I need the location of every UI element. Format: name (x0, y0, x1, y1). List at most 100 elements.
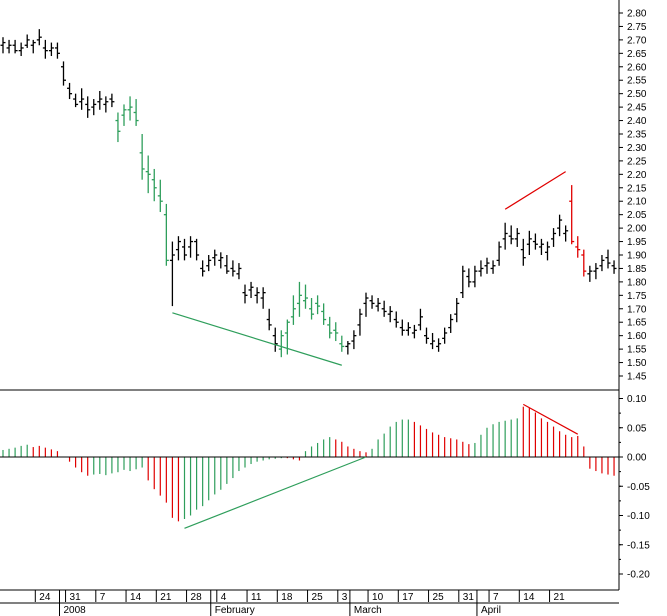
ohlc-bar (593, 263, 599, 280)
ohlc-bar (587, 265, 593, 282)
ohlc-bar (327, 316, 333, 339)
price-y-tick-label: 2.15 (627, 183, 647, 194)
price-y-tick-label: 2.80 (627, 9, 647, 20)
ohlc-bar (109, 93, 115, 108)
x-day-label: 25 (312, 592, 324, 603)
x-day-label: 25 (433, 592, 445, 603)
ohlc-bar (91, 99, 97, 116)
x-day-label: 4 (221, 592, 227, 603)
ohlc-bar (448, 314, 454, 333)
ohlc-bar (30, 39, 36, 54)
ohlc-bar (182, 238, 187, 261)
x-day-label: 7 (100, 592, 106, 603)
osc-y-tick-label: 0.05 (627, 423, 647, 434)
price-y-tick-label: 2.30 (627, 143, 647, 154)
ohlc-bar (417, 308, 423, 331)
ohlc-bar (194, 238, 200, 261)
ohlc-bar (54, 42, 60, 59)
ohlc-bar (369, 295, 375, 309)
ohlc-bar (393, 311, 399, 328)
ohlc-bar (296, 281, 302, 317)
price-y-tick-label: 2.65 (627, 49, 647, 60)
x-day-label: 14 (523, 592, 535, 603)
ohlc-bar (502, 222, 508, 250)
price-y-tick-label: 1.95 (627, 237, 647, 248)
ohlc-bar (375, 298, 381, 312)
x-day-label: 10 (372, 592, 384, 603)
bearish-divergence-line (504, 171, 566, 210)
ohlc-bar (339, 335, 345, 352)
ohlc-bar (436, 338, 442, 352)
price-y-tick-label: 2.20 (627, 170, 647, 181)
ohlc-bar (496, 241, 502, 266)
osc-y-tick-label: -0.10 (627, 511, 650, 522)
ohlc-bar (157, 179, 163, 212)
ohlc-bar (472, 265, 478, 288)
ohlc-bar (399, 319, 405, 336)
ohlc-bar (363, 292, 369, 317)
x-month-label: March (354, 605, 382, 616)
ohlc-bar (278, 330, 284, 358)
ohlc-bar (236, 263, 242, 280)
ohlc-bar (115, 112, 121, 143)
price-panel (0, 29, 617, 366)
ohlc-bar (387, 306, 393, 323)
x-day-label: 31 (70, 592, 82, 603)
ohlc-bar (242, 284, 248, 304)
ohlc-bar (103, 96, 109, 113)
x-day-label: 7 (493, 592, 499, 603)
oscillator-panel (0, 403, 619, 529)
price-y-tick-label: 1.75 (627, 291, 647, 302)
ohlc-bar (538, 238, 544, 255)
x-day-label: 31 (463, 592, 475, 603)
price-y-tick-label: 2.35 (627, 130, 647, 141)
ohlc-bar (351, 330, 357, 350)
x-day-label: 18 (281, 592, 293, 603)
price-y-tick-label: 2.75 (627, 22, 647, 33)
ohlc-bar (73, 93, 79, 108)
ohlc-bar (61, 61, 66, 86)
ohlc-bar (532, 233, 538, 250)
ohlc-bar (490, 260, 496, 274)
price-y-tick-label: 2.70 (627, 35, 647, 46)
ohlc-bar (557, 214, 563, 237)
ohlc-bar (188, 236, 194, 258)
x-month-label: February (215, 605, 255, 616)
ohlc-bar (36, 29, 42, 46)
ohlc-bar (67, 82, 73, 100)
osc-y-tick-label: 0.10 (627, 394, 647, 405)
ohlc-bar (218, 252, 224, 269)
ohlc-bar (260, 287, 266, 309)
ohlc-bar (212, 249, 218, 266)
ohlc-bar (303, 284, 308, 309)
ohlc-bar (345, 341, 351, 355)
ohlc-bar (97, 90, 103, 110)
ohlc-bar (0, 37, 6, 54)
ohlc-bar (224, 255, 230, 274)
bearish-divergence-line (523, 403, 579, 435)
ohlc-bar (575, 236, 581, 258)
ohlc-bar (309, 298, 315, 320)
ohlc-bar (24, 34, 30, 48)
osc-y-tick-label: -0.05 (627, 482, 650, 493)
price-y-tick-label: 1.70 (627, 304, 647, 315)
ohlc-bar (254, 287, 260, 304)
ohlc-bar (357, 308, 363, 336)
ohlc-bar (545, 241, 550, 261)
price-y-tick-label: 1.90 (627, 251, 647, 262)
ohlc-bar (563, 225, 569, 242)
ohlc-bar (520, 238, 526, 266)
ohlc-bar (79, 88, 85, 110)
price-y-tick-label: 1.55 (627, 345, 647, 356)
ohlc-bar (18, 42, 24, 57)
price-y-tick-label: 2.50 (627, 89, 647, 100)
x-day-label: 24 (39, 592, 51, 603)
ohlc-bar (290, 295, 296, 325)
price-y-tick-label: 1.65 (627, 318, 647, 329)
x-day-label: 21 (554, 592, 566, 603)
ohlc-bar (42, 39, 48, 59)
ohlc-bar (175, 236, 181, 261)
price-y-tick-label: 2.45 (627, 103, 647, 114)
ohlc-bar (321, 303, 327, 325)
